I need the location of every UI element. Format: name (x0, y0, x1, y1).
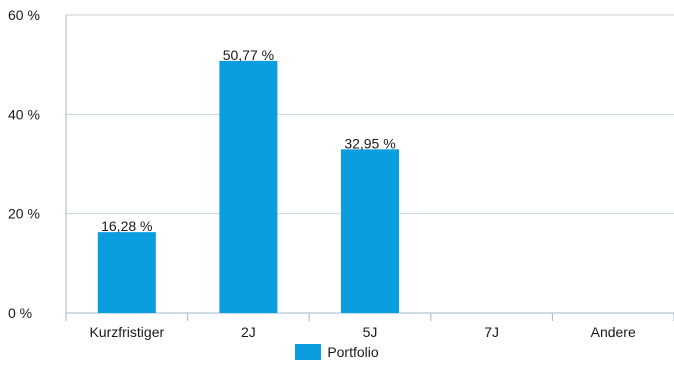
x-tick-label: 2J (241, 324, 256, 340)
bar (341, 149, 399, 313)
data-label: 50,77 % (223, 47, 274, 63)
x-tick-label: Kurzfristiger (89, 324, 164, 340)
legend: Portfolio (0, 344, 674, 360)
x-tick-label: Andere (591, 324, 636, 340)
bar (219, 60, 278, 314)
data-label: 32,95 % (344, 135, 395, 151)
legend-swatch-portfolio (295, 344, 322, 360)
y-tick-label: 40 % (8, 106, 40, 122)
y-tick-label: 60 % (8, 7, 40, 23)
data-label: 16,28 % (101, 218, 152, 234)
legend-label-portfolio: Portfolio (327, 344, 379, 360)
y-tick-label: 20 % (8, 206, 40, 222)
x-tick-label: 7J (484, 324, 499, 340)
bar (97, 232, 156, 313)
y-tick-label: 0 % (8, 305, 32, 321)
x-tick-label: 5J (363, 324, 378, 340)
